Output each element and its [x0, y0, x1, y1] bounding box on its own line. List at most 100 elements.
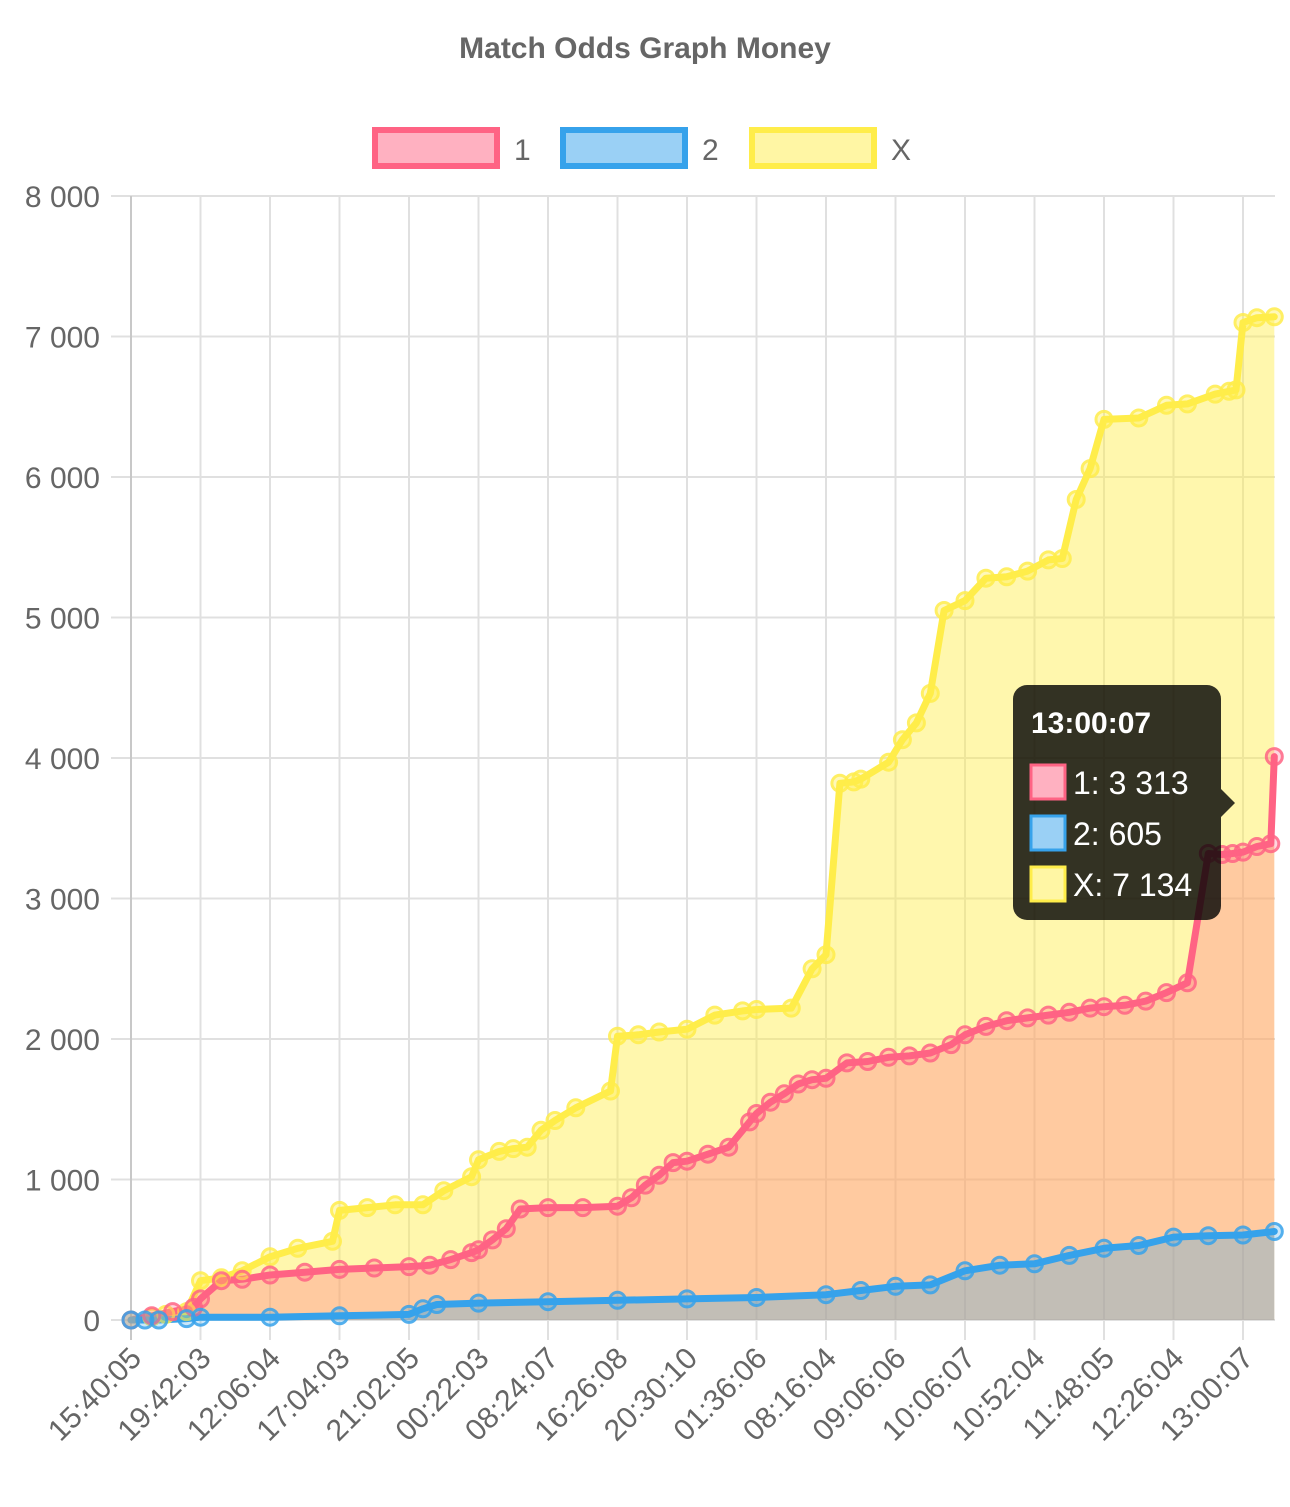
data-point-1 — [976, 1016, 996, 1036]
data-point-1 — [1038, 1005, 1058, 1025]
data-point-2 — [990, 1255, 1010, 1275]
series-area-2 — [131, 1231, 1275, 1320]
data-point-X — [1157, 395, 1176, 415]
data-point-1 — [330, 1259, 349, 1279]
tooltip-box — [1013, 685, 1221, 920]
data-point-X — [816, 945, 836, 965]
data-point-1 — [663, 1153, 683, 1173]
tooltip-caret — [1221, 789, 1235, 817]
data-point-1 — [747, 1104, 766, 1123]
tooltip: 13:00:07 1: 3 313 2: 605 X: 7 134 — [1013, 685, 1235, 920]
data-point-X — [628, 1025, 648, 1045]
series-line-1 — [127, 753, 1278, 1324]
data-point-X — [260, 1247, 280, 1267]
data-point-1 — [1157, 983, 1176, 1003]
data-point-1 — [469, 1240, 488, 1260]
tooltip-item-label: 2: 605 — [1073, 816, 1162, 852]
data-point-2 — [1059, 1245, 1079, 1265]
data-point-1 — [420, 1255, 440, 1275]
data-point-X — [413, 1195, 433, 1215]
data-point-1 — [677, 1151, 697, 1171]
data-point-X — [608, 1026, 627, 1046]
y-tick-label: 5 000 — [25, 603, 100, 636]
data-point-1 — [719, 1137, 739, 1157]
data-point-1 — [635, 1175, 655, 1195]
data-point-2 — [1094, 1238, 1114, 1258]
tooltip-item-label: X: 7 134 — [1073, 867, 1192, 903]
data-point-X — [1018, 561, 1038, 581]
data-point-X — [1129, 408, 1149, 428]
data-point-1 — [211, 1271, 231, 1291]
data-point-1 — [621, 1188, 641, 1208]
data-point-X — [357, 1198, 377, 1218]
data-point-X — [934, 601, 954, 620]
data-point-X — [830, 773, 850, 793]
data-point-1 — [760, 1092, 780, 1112]
data-point-1 — [399, 1257, 419, 1277]
data-point-X — [469, 1150, 488, 1170]
y-tick-label: 8 000 — [25, 181, 100, 214]
data-point-X — [920, 683, 940, 703]
data-point-2 — [135, 1310, 155, 1330]
tooltip-title: 13:00:07 — [1031, 707, 1151, 740]
y-tick-label: 0 — [83, 1305, 100, 1338]
data-point-2 — [469, 1293, 488, 1313]
data-point-X — [1264, 307, 1284, 327]
data-point-2 — [608, 1290, 627, 1310]
data-point-X — [434, 1181, 454, 1201]
data-point-X — [323, 1231, 342, 1251]
data-point-X — [1066, 490, 1086, 509]
data-point-2 — [955, 1261, 975, 1281]
data-point-X — [385, 1195, 405, 1215]
data-point-X — [733, 1001, 753, 1021]
data-point-1 — [649, 1165, 669, 1185]
data-point-X — [1247, 308, 1267, 328]
data-point-2 — [816, 1285, 836, 1305]
data-point-1 — [482, 1230, 502, 1250]
data-point-X — [705, 1005, 725, 1025]
data-point-1 — [1136, 991, 1156, 1011]
data-point-X — [462, 1167, 482, 1187]
data-point-X — [1038, 550, 1058, 570]
tooltip-swatch — [1029, 763, 1067, 801]
data-point-X — [601, 1081, 620, 1101]
data-point-2 — [1025, 1254, 1044, 1274]
data-point-1 — [441, 1250, 461, 1270]
y-tick-label: 6 000 — [25, 462, 100, 495]
data-point-2 — [177, 1309, 197, 1329]
x-axis-ticks: 15:40:0519:42:0312:06:0417:04:0321:02:05… — [42, 1342, 1260, 1448]
data-point-2 — [851, 1281, 871, 1300]
legend-swatch-X — [749, 127, 877, 169]
data-point-1 — [698, 1144, 718, 1164]
data-point-2 — [1129, 1236, 1149, 1255]
data-point-1 — [295, 1262, 315, 1282]
data-point-1 — [816, 1068, 836, 1088]
data-point-2 — [677, 1289, 697, 1309]
data-point-X — [517, 1137, 537, 1157]
data-point-2 — [747, 1288, 766, 1307]
data-point-2 — [191, 1307, 210, 1327]
data-point-X — [503, 1139, 523, 1159]
data-point-X — [1094, 409, 1114, 429]
y-tick-label: 4 000 — [25, 743, 100, 776]
data-point-1 — [1018, 1008, 1038, 1028]
data-point-2 — [886, 1276, 905, 1296]
data-point-1 — [1080, 998, 1100, 1018]
data-point-1 — [232, 1269, 252, 1289]
data-point-1 — [191, 1289, 210, 1309]
data-point-1 — [1261, 834, 1281, 854]
data-point-2 — [1164, 1227, 1183, 1247]
data-point-2 — [1198, 1226, 1218, 1246]
data-point-2 — [121, 1310, 141, 1330]
tooltip-item-label: 1: 3 313 — [1073, 765, 1189, 801]
data-point-X — [288, 1238, 308, 1258]
data-point-1 — [858, 1052, 878, 1071]
data-point-X — [649, 1022, 669, 1042]
data-point-X — [330, 1200, 349, 1220]
chart-title: Match Odds Graph Money — [459, 32, 831, 65]
data-point-X — [1080, 459, 1100, 479]
data-point-X — [1226, 380, 1246, 400]
data-point-2 — [149, 1310, 169, 1330]
